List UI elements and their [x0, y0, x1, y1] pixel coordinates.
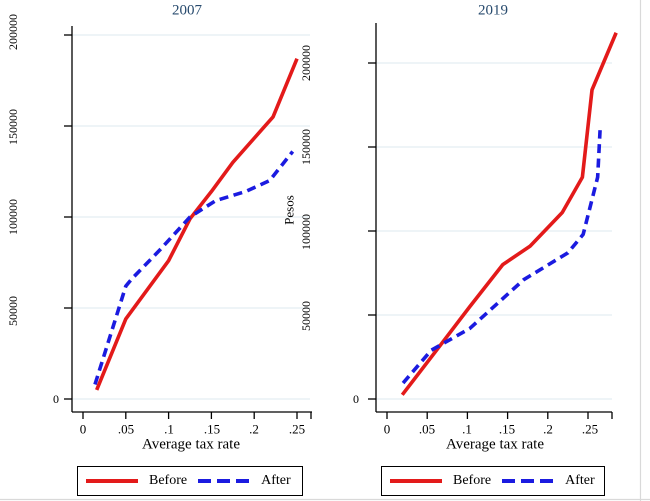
legend-label-after: After	[565, 473, 595, 488]
legend-before-line-sample	[86, 479, 138, 483]
y-tick-label: 0	[53, 392, 59, 406]
x-tick-label: .1	[462, 421, 472, 437]
x-tick-label: 0	[383, 421, 391, 437]
y-tick-label: 0	[353, 392, 359, 406]
x-axis-title: Average tax rate	[446, 436, 544, 453]
x-tick-label: .2	[543, 421, 553, 437]
y-tick-label: 200000	[299, 45, 313, 81]
legend-after-line-sample	[502, 479, 555, 483]
legend-label-after: After	[261, 473, 291, 488]
y-tick-label: 150000	[299, 129, 313, 165]
y-axis-title: Pesos	[281, 195, 297, 225]
x-tick-label: .25	[288, 421, 306, 437]
panel-title-2007: 2007	[172, 2, 202, 19]
legend: Before After	[77, 466, 303, 496]
x-tick-label: .1	[164, 421, 174, 437]
x-axis-title: Average tax rate	[142, 436, 240, 453]
legend-after-line-sample	[198, 479, 251, 483]
x-tick-label: .05	[117, 421, 135, 437]
y-tick-label: 100000	[299, 214, 313, 250]
legend-before-line-sample	[390, 479, 442, 483]
y-tick-label: 100000	[6, 199, 20, 235]
y-tick-label: 50000	[299, 301, 313, 331]
x-tick-label: .25	[581, 421, 599, 437]
y-tick-label: 50000	[6, 296, 20, 326]
x-tick-label: .2	[249, 421, 259, 437]
y-tick-label: 150000	[6, 109, 20, 145]
legend-label-before: Before	[149, 473, 188, 488]
panel-title-2019: 2019	[478, 2, 508, 19]
y-tick-label: 200000	[6, 14, 20, 50]
x-tick-label: .15	[203, 421, 221, 437]
x-tick-label: .15	[498, 421, 516, 437]
legend-label-before: Before	[453, 473, 492, 488]
x-tick-label: 0	[79, 421, 87, 437]
x-tick-label: .05	[418, 421, 436, 437]
legend: Before After	[381, 466, 605, 496]
